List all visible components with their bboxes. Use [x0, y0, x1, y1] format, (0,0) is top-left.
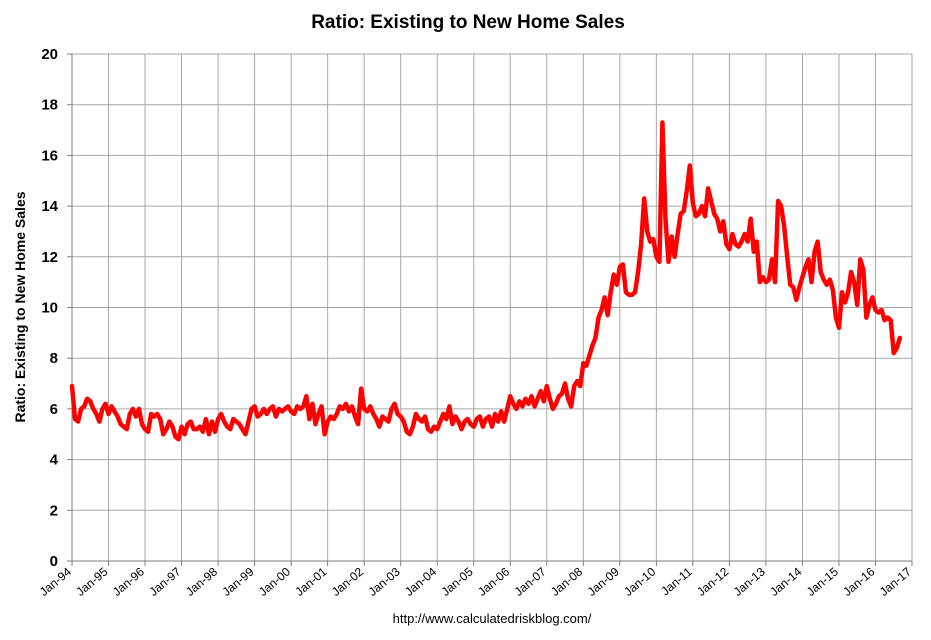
x-tick-label: Jan-97	[146, 564, 183, 599]
y-tick-label: 10	[41, 300, 58, 317]
y-tick-label: 8	[50, 350, 58, 367]
y-tick-labels: 0 2 4 6 8 10 12 14 16 18 20	[41, 46, 58, 570]
y-tick-label: 12	[41, 249, 58, 266]
y-tick-label: 6	[50, 401, 58, 418]
x-tick-label: Jan-11	[658, 564, 695, 598]
x-tick-label: Jan-14	[767, 564, 804, 599]
grid	[72, 53, 913, 561]
y-tick-label: 14	[41, 198, 58, 215]
x-tick-label: Jan-05	[439, 564, 476, 599]
x-tick-label: Jan-96	[110, 564, 147, 599]
y-tick-label: 4	[50, 452, 59, 469]
y-tick-label: 16	[41, 147, 58, 164]
x-tick-label: Jan-08	[548, 564, 585, 599]
y-tick-label: 20	[41, 46, 58, 63]
y-tick-label: 18	[41, 97, 58, 114]
x-tick-label: Jan-10	[621, 564, 658, 599]
x-tick-label: Jan-09	[585, 564, 622, 599]
x-tick-label: Jan-15	[804, 564, 841, 599]
series-layer	[69, 120, 903, 442]
x-tick-labels: Jan-94 Jan-95 Jan-96 Jan-97 Jan-98 Jan-99 Jan-…	[37, 564, 914, 599]
x-tick-label: Jan-12	[694, 564, 731, 599]
x-tick-label: Jan-16	[840, 564, 877, 599]
y-tick-label: 0	[50, 553, 58, 570]
x-tick-label: Jan-04	[402, 564, 439, 599]
x-tick-label: Jan-07	[512, 564, 549, 599]
x-tick-label: Jan-01	[292, 564, 329, 599]
chart-title: Ratio: Existing to New Home Sales	[311, 12, 625, 33]
x-tick-label: Jan-99	[219, 564, 256, 599]
x-tick-label: Jan-02	[329, 564, 366, 599]
x-tick-label: Jan-00	[256, 564, 293, 599]
x-tick-label: Jan-17	[877, 564, 914, 599]
x-tick-label: Jan-03	[366, 564, 403, 599]
x-tick-label: Jan-06	[475, 564, 512, 599]
source-url: http://www.calculatedriskblog.com/	[393, 611, 592, 626]
x-tick-label: Jan-98	[183, 564, 220, 599]
x-tick-label: Jan-95	[73, 564, 110, 599]
y-axis-label: Ratio: Existing to New Home Sales	[12, 191, 28, 422]
series-line	[69, 120, 903, 442]
x-tick-label: Jan-13	[731, 564, 768, 599]
y-tick-label: 2	[50, 502, 58, 519]
axes	[67, 53, 913, 566]
